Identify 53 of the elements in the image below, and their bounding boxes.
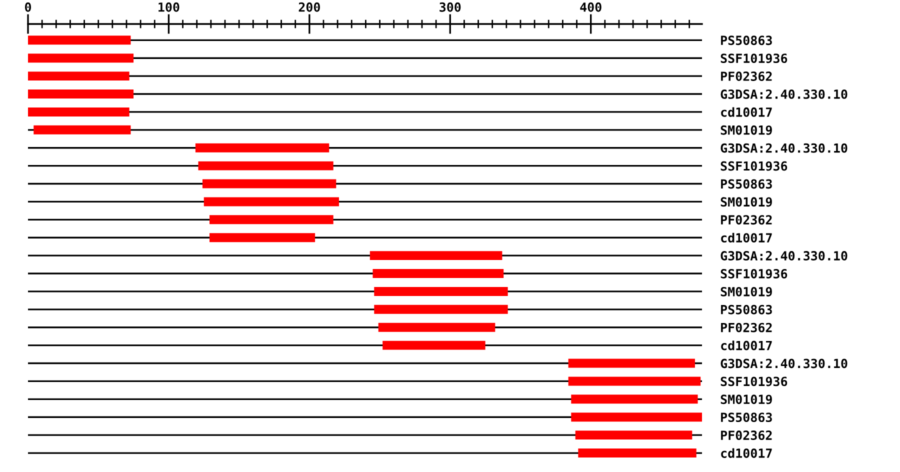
y-tick-label: SSF101936 — [720, 268, 788, 279]
bar — [28, 54, 134, 63]
y-tick-label: PF02362 — [721, 430, 772, 440]
y-tick-label: G3DSA:2.40.330.10 — [720, 251, 848, 260]
bar — [202, 179, 336, 188]
y-tick-label: SSF101936 — [720, 161, 788, 171]
bar — [28, 36, 131, 45]
y-tick-label: cd10017 — [721, 340, 772, 350]
y-tick-label: cd10017 — [721, 232, 772, 243]
y-tick-label: SM01019 — [720, 286, 772, 296]
bar — [568, 358, 695, 368]
x-tick-label: 400 — [580, 2, 602, 12]
bar — [28, 72, 130, 81]
bar — [28, 107, 130, 116]
y-tick-label: PF02362 — [721, 322, 772, 332]
y-tick-label: G3DSA:2.40.330.10 — [720, 358, 848, 368]
bar — [575, 430, 692, 440]
x-tick-label: 0 — [24, 2, 32, 12]
bar — [578, 448, 696, 458]
bar — [568, 376, 701, 386]
x-tick-label: 300 — [440, 2, 461, 12]
y-tick-label: G3DSA:2.40.330.10 — [720, 89, 848, 99]
bar — [34, 125, 131, 134]
bar — [571, 412, 702, 422]
y-tick-label: cd10017 — [721, 448, 772, 458]
bar — [372, 269, 504, 278]
y-tick-label: PS50863 — [721, 304, 772, 314]
y-tick-label: cd10017 — [721, 107, 772, 117]
bar — [28, 90, 134, 98]
y-tick-label: G3DSA:2.40.330.10 — [720, 143, 848, 153]
bar — [378, 322, 496, 332]
bar — [374, 304, 508, 314]
y-tick-label: SSF101936 — [720, 376, 788, 386]
y-tick-label: PS50863 — [721, 36, 772, 46]
x-tick-label: 200 — [298, 2, 320, 12]
bar — [374, 286, 508, 296]
bar — [370, 251, 502, 260]
bar — [195, 143, 330, 152]
y-tick-label: PF02362 — [721, 215, 772, 225]
x-tick-label: 100 — [158, 2, 180, 12]
y-tick-label: PS50863 — [721, 179, 772, 189]
bar — [210, 233, 316, 242]
bar — [382, 340, 486, 350]
y-tick-label: PS50863 — [721, 412, 772, 422]
y-tick-label: PF02362 — [721, 72, 772, 81]
y-tick-label: SM01019 — [720, 125, 772, 135]
y-tick-label: SM01019 — [720, 197, 772, 207]
bar — [571, 394, 698, 404]
bar — [198, 161, 334, 170]
y-tick-label: SSF101936 — [720, 54, 788, 64]
bar — [204, 197, 339, 206]
bar — [210, 215, 334, 224]
y-tick-label: SM01019 — [720, 394, 772, 404]
